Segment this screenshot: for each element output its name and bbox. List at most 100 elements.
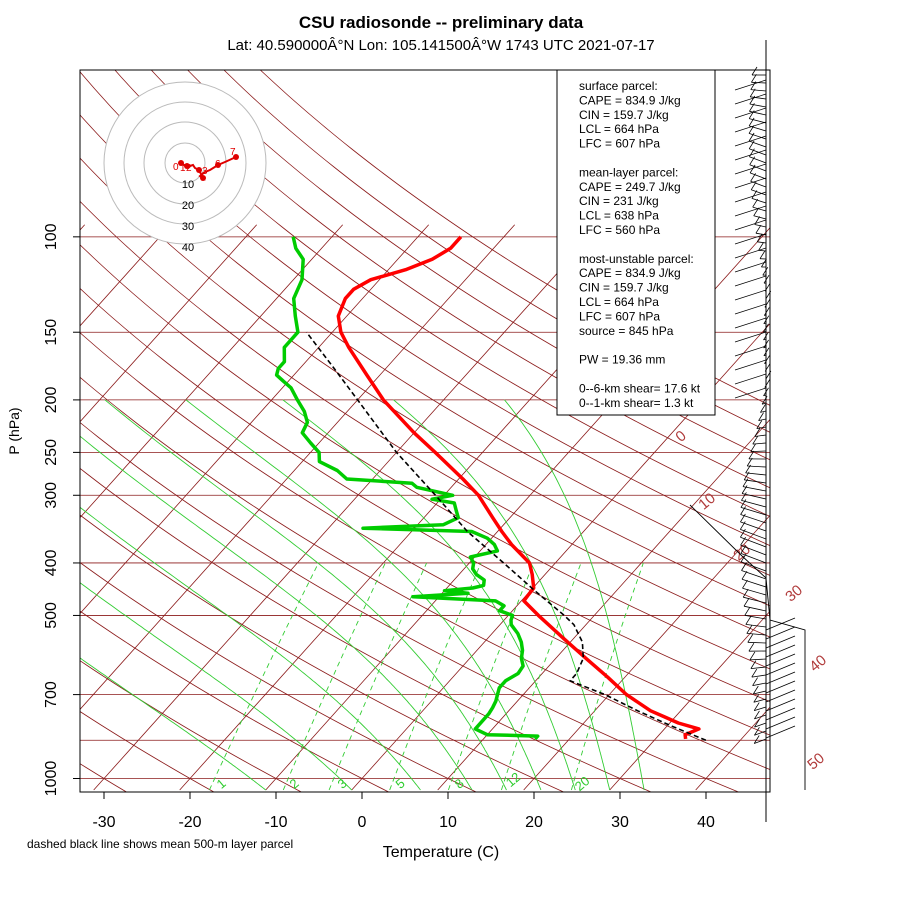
wind-barb-flag [749,164,756,174]
wind-barb-flag [740,506,746,515]
wind-barb-flag [755,224,762,234]
wind-barb [734,345,767,357]
dry-adiabat-line [259,70,770,406]
stats-line: LFC = 607 hPa [579,309,660,323]
wind-barb-flag [742,478,749,487]
wind-barb [734,163,767,175]
wind-barb [765,716,796,730]
dry-adiabat-line [80,562,478,792]
stats-line: LCL = 638 hPa [579,209,659,223]
wind-barb-flag [742,579,748,589]
wind-barb-flag [750,181,757,191]
wind-barb-flag [748,125,755,134]
wind-barb-flag [752,685,759,695]
temperature-curve [336,235,701,740]
moist-adiabat-line [185,399,542,791]
wind-barb-flag [749,88,756,98]
wind-barb-flag [749,156,756,165]
wind-barb-flag [752,435,759,445]
wind-barb-flag [741,485,748,494]
wind-barb [765,707,796,721]
mixing-ratio-line [208,562,319,791]
wind-barb [756,426,767,429]
dry-adiabat-label: 0 [672,427,689,445]
wind-barb-flag [754,727,760,736]
dry-adiabat-line [80,376,770,770]
y-tick-label: 250 [43,439,60,466]
wind-barb-flag [747,634,754,643]
footnote: dashed black line shows mean 500-m layer… [27,837,293,851]
wind-barb-flag [754,428,761,437]
y-tick-label: 300 [43,482,60,509]
isotherm-line [80,224,429,615]
wind-barb [734,135,767,147]
wind-barb-flag [740,513,746,523]
x-tick-label: 0 [358,814,367,831]
wind-barb-flag [745,616,752,625]
stats-line: CIN = 159.7 J/kg [579,108,669,122]
stats-line: CAPE = 834.9 J/kg [579,93,681,107]
wind-barb [734,275,767,287]
wind-barb-flag [758,242,764,251]
mixing-ratio-line [500,562,582,791]
isotherm-line [80,224,343,519]
wind-barb [741,500,767,508]
hodograph: 10 20 30 40 0 1 2 3 6 7 [103,81,267,254]
isotherm-line [80,224,515,710]
wind-barb [740,521,767,532]
wind-barb-flag [763,347,770,357]
wind-barb [734,233,767,245]
isotherm-line [80,224,171,327]
wind-barb [734,387,767,399]
wind-barb-flag [753,694,760,703]
stats-line: LFC = 607 hPa [579,137,660,151]
plot-frame [79,69,771,793]
x-tick-label: 10 [439,814,457,831]
wind-barb [765,689,796,703]
wind-barb-flag [744,607,751,616]
wind-barb [744,479,767,484]
wind-barb [734,191,767,203]
moist-adiabat-line [80,657,266,791]
wind-barb [750,666,767,669]
stats-line: PW = 19.36 mm [579,353,665,367]
wind-barb [754,730,767,736]
hodograph-point-label: 0 [173,162,179,173]
wind-barb [740,507,767,516]
wind-barb-flag [745,464,751,474]
hodograph-point-label: 2 [186,163,192,174]
wind-barb [734,121,767,133]
wind-barb-flag [750,81,757,90]
wind-barb-flag [741,570,748,580]
x-tick-label: -20 [178,814,201,831]
wind-barb [734,317,767,329]
wind-barb-flag [740,528,746,538]
wind-barb-flag [749,103,755,112]
moist-adiabat-line [80,506,421,791]
wind-barb-flag [748,132,755,142]
wind-barb [734,331,767,343]
wind-barb [746,633,767,636]
wind-barb [734,149,767,161]
dry-adiabat-label: 30 [782,582,806,606]
wind-barb-flag [743,597,750,607]
dry-adiabat-label: 40 [806,652,830,676]
wind-barb [744,614,767,620]
wind-barb [749,148,767,156]
wind-barb [754,706,767,711]
moist-adiabat-line [504,399,645,791]
mixing-ratio-label: 20 [572,773,593,794]
stats-line: LCL = 664 hPa [579,295,659,309]
isotherm-line [351,323,770,791]
wind-barb [754,722,767,728]
wind-barb-flag [750,660,757,669]
wind-barb [734,247,767,259]
dewpoint-curve [274,236,540,741]
wind-barb [749,164,767,172]
wind-barb-flag [753,207,760,217]
wind-barb [765,635,796,649]
y-tick-label: 700 [43,681,60,708]
mixing-ratio-line [570,562,644,791]
wind-barb-flag [756,420,763,429]
